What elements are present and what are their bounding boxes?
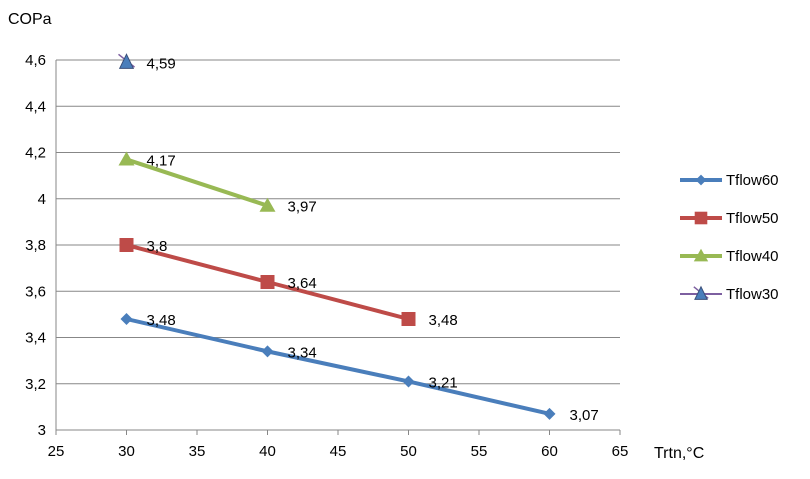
data-label-tflow60: 3,07: [570, 407, 599, 424]
legend-label-tflow60: Tflow60: [726, 172, 779, 189]
data-label-tflow50: 3,8: [147, 238, 168, 255]
data-labels: 3,48 3,34 3,21 3,07 3,8 3,64 3,48 4,17 3,97 4,59: [147, 55, 599, 424]
legend-item-tflow50: Tflow50: [680, 210, 779, 227]
data-label-tflow60: 3,21: [429, 374, 458, 391]
x-tick-label: 40: [259, 443, 276, 460]
legend-item-tflow30: Tflow30: [680, 285, 779, 303]
x-tick-label: 35: [189, 443, 206, 460]
data-label-tflow40: 3,97: [288, 199, 317, 216]
y-tick-label: 3,6: [25, 283, 46, 300]
data-point-tflow60: [402, 375, 415, 388]
data-point-tflow40: [118, 151, 135, 166]
y-tick-label: 3,8: [25, 237, 46, 254]
x-tick-label: 25: [48, 443, 65, 460]
legend-label-tflow30: Tflow30: [726, 286, 779, 303]
data-label-tflow50: 3,48: [429, 312, 458, 329]
legend-marker-tflow40: [693, 248, 709, 262]
y-tick-label: 4,4: [25, 98, 46, 115]
axes: [55, 60, 621, 435]
legend-item-tflow40: Tflow40: [680, 248, 779, 265]
series-group: [118, 53, 556, 420]
y-tick-labels: 3 3,2 3,4 3,6 3,8 4 4,2 4,4 4,6: [25, 52, 46, 439]
legend-label-tflow50: Tflow50: [726, 210, 779, 227]
data-point-tflow50: [260, 275, 275, 289]
data-label-tflow40: 4,17: [147, 152, 176, 169]
data-point-tflow60: [261, 345, 274, 358]
x-axis-title: Trtn,°C: [654, 445, 704, 462]
data-point-tflow30: [118, 53, 135, 69]
data-point-tflow60: [120, 313, 133, 325]
legend-marker-tflow50: [694, 211, 708, 225]
x-tick-label: 30: [118, 443, 135, 460]
data-point-tflow50: [119, 238, 134, 252]
series-line-tflow40: [125, 157, 269, 208]
data-label-tflow30: 4,59: [147, 55, 176, 72]
gridlines: [56, 59, 620, 385]
y-tick-label: 3,4: [25, 330, 46, 347]
data-point-tflow40: [259, 197, 276, 212]
legend-marker-tflow30: [694, 285, 708, 300]
legend-marker-tflow60: [695, 174, 707, 186]
y-tick-label: 3,2: [25, 376, 46, 393]
legend-label-tflow40: Tflow40: [726, 248, 779, 265]
x-tick-label: 60: [541, 443, 558, 460]
x-tick-labels: 25 30 35 40 45 50 55 60 65: [48, 443, 629, 460]
data-point-tflow50: [401, 312, 416, 326]
x-tick-label: 55: [471, 443, 488, 460]
series-line-tflow60: [126, 317, 550, 416]
y-tick-label: 4,2: [25, 145, 46, 162]
x-tick-label: 50: [400, 443, 417, 460]
legend: Tflow60 Tflow50 Tflow40 Tflow30: [680, 172, 779, 303]
data-label-tflow50: 3,64: [288, 275, 317, 292]
data-label-tflow60: 3,48: [147, 312, 176, 329]
data-label-tflow60: 3,34: [288, 344, 317, 361]
x-tick-label: 45: [330, 443, 347, 460]
y-tick-label: 4: [38, 191, 46, 208]
data-point-tflow60: [543, 407, 556, 420]
x-tick-label: 65: [612, 443, 629, 460]
legend-item-tflow60: Tflow60: [680, 172, 779, 189]
y-tick-label: 4,6: [25, 52, 46, 69]
y-axis-title: COPa: [8, 11, 52, 28]
y-tick-label: 3: [38, 422, 46, 439]
